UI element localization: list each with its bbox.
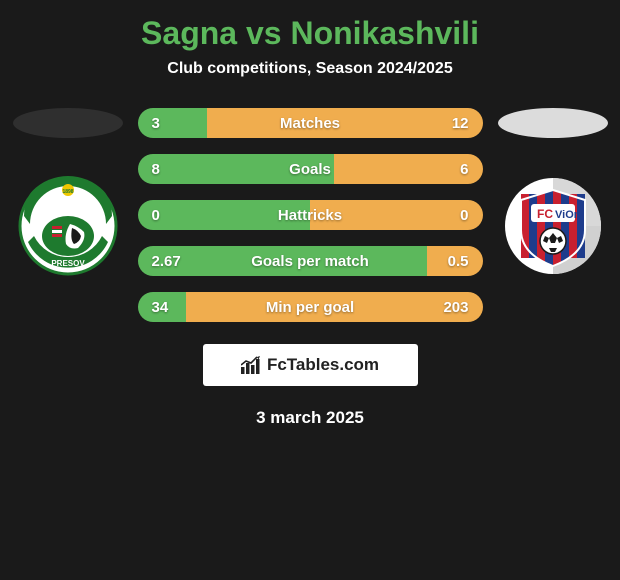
comparison-card: Sagna vs Nonikashvili Club competitions,…: [0, 0, 620, 438]
main-area: 1.FC TATRAN 1898 PRESOV 3 Matches 12 8 Goals…: [0, 108, 620, 322]
left-column: 1.FC TATRAN 1898 PRESOV: [8, 108, 128, 276]
left-club-logo: 1.FC TATRAN 1898 PRESOV: [18, 176, 118, 276]
stat-bar: 2.67 Goals per match 0.5: [138, 246, 483, 276]
vion-logo-icon: FC ViOn: [503, 176, 603, 276]
stat-bar: 0 Hattricks 0: [138, 200, 483, 230]
brand-text: FcTables.com: [267, 355, 379, 375]
stat-label: Matches: [280, 108, 340, 138]
svg-text:PRESOV: PRESOV: [51, 259, 85, 268]
stats-column: 3 Matches 12 8 Goals 6 0 Hattricks 0 2.67 Goals pe…: [138, 108, 483, 322]
stat-value-left: 3: [152, 108, 160, 138]
stat-bar: 8 Goals 6: [138, 154, 483, 184]
player-placeholder-right: [498, 108, 608, 138]
stat-bar: 3 Matches 12: [138, 108, 483, 138]
stat-value-left: 0: [152, 200, 160, 230]
stat-label: Min per goal: [266, 292, 354, 322]
date-text: 3 march 2025: [256, 408, 364, 428]
right-column: FC ViOn: [493, 108, 613, 276]
chart-icon: [241, 356, 261, 374]
player-placeholder-left: [13, 108, 123, 138]
stat-label: Hattricks: [278, 200, 342, 230]
stat-value-right: 203: [443, 292, 468, 322]
stat-value-right: 12: [452, 108, 469, 138]
right-club-logo: FC ViOn: [503, 176, 603, 276]
stat-value-right: 6: [460, 154, 468, 184]
stat-label: Goals: [289, 154, 331, 184]
stat-value-left: 8: [152, 154, 160, 184]
svg-text:1898: 1898: [62, 189, 73, 195]
bar-segment-right: [207, 108, 483, 138]
brand-row: FcTables.com: [203, 344, 418, 386]
stat-value-left: 34: [152, 292, 169, 322]
page-title: Sagna vs Nonikashvili: [141, 15, 479, 52]
bar-segment-left: [138, 108, 207, 138]
stat-value-right: 0: [460, 200, 468, 230]
subtitle: Club competitions, Season 2024/2025: [167, 60, 452, 78]
stat-value-left: 2.67: [152, 246, 181, 276]
stat-bar: 34 Min per goal 203: [138, 292, 483, 322]
tatran-logo-icon: 1.FC TATRAN 1898 PRESOV: [18, 176, 118, 276]
stat-value-right: 0.5: [448, 246, 469, 276]
svg-text:1.FC TATRAN: 1.FC TATRAN: [39, 200, 97, 210]
stat-label: Goals per match: [251, 246, 369, 276]
fctables-logo[interactable]: FcTables.com: [203, 344, 418, 386]
